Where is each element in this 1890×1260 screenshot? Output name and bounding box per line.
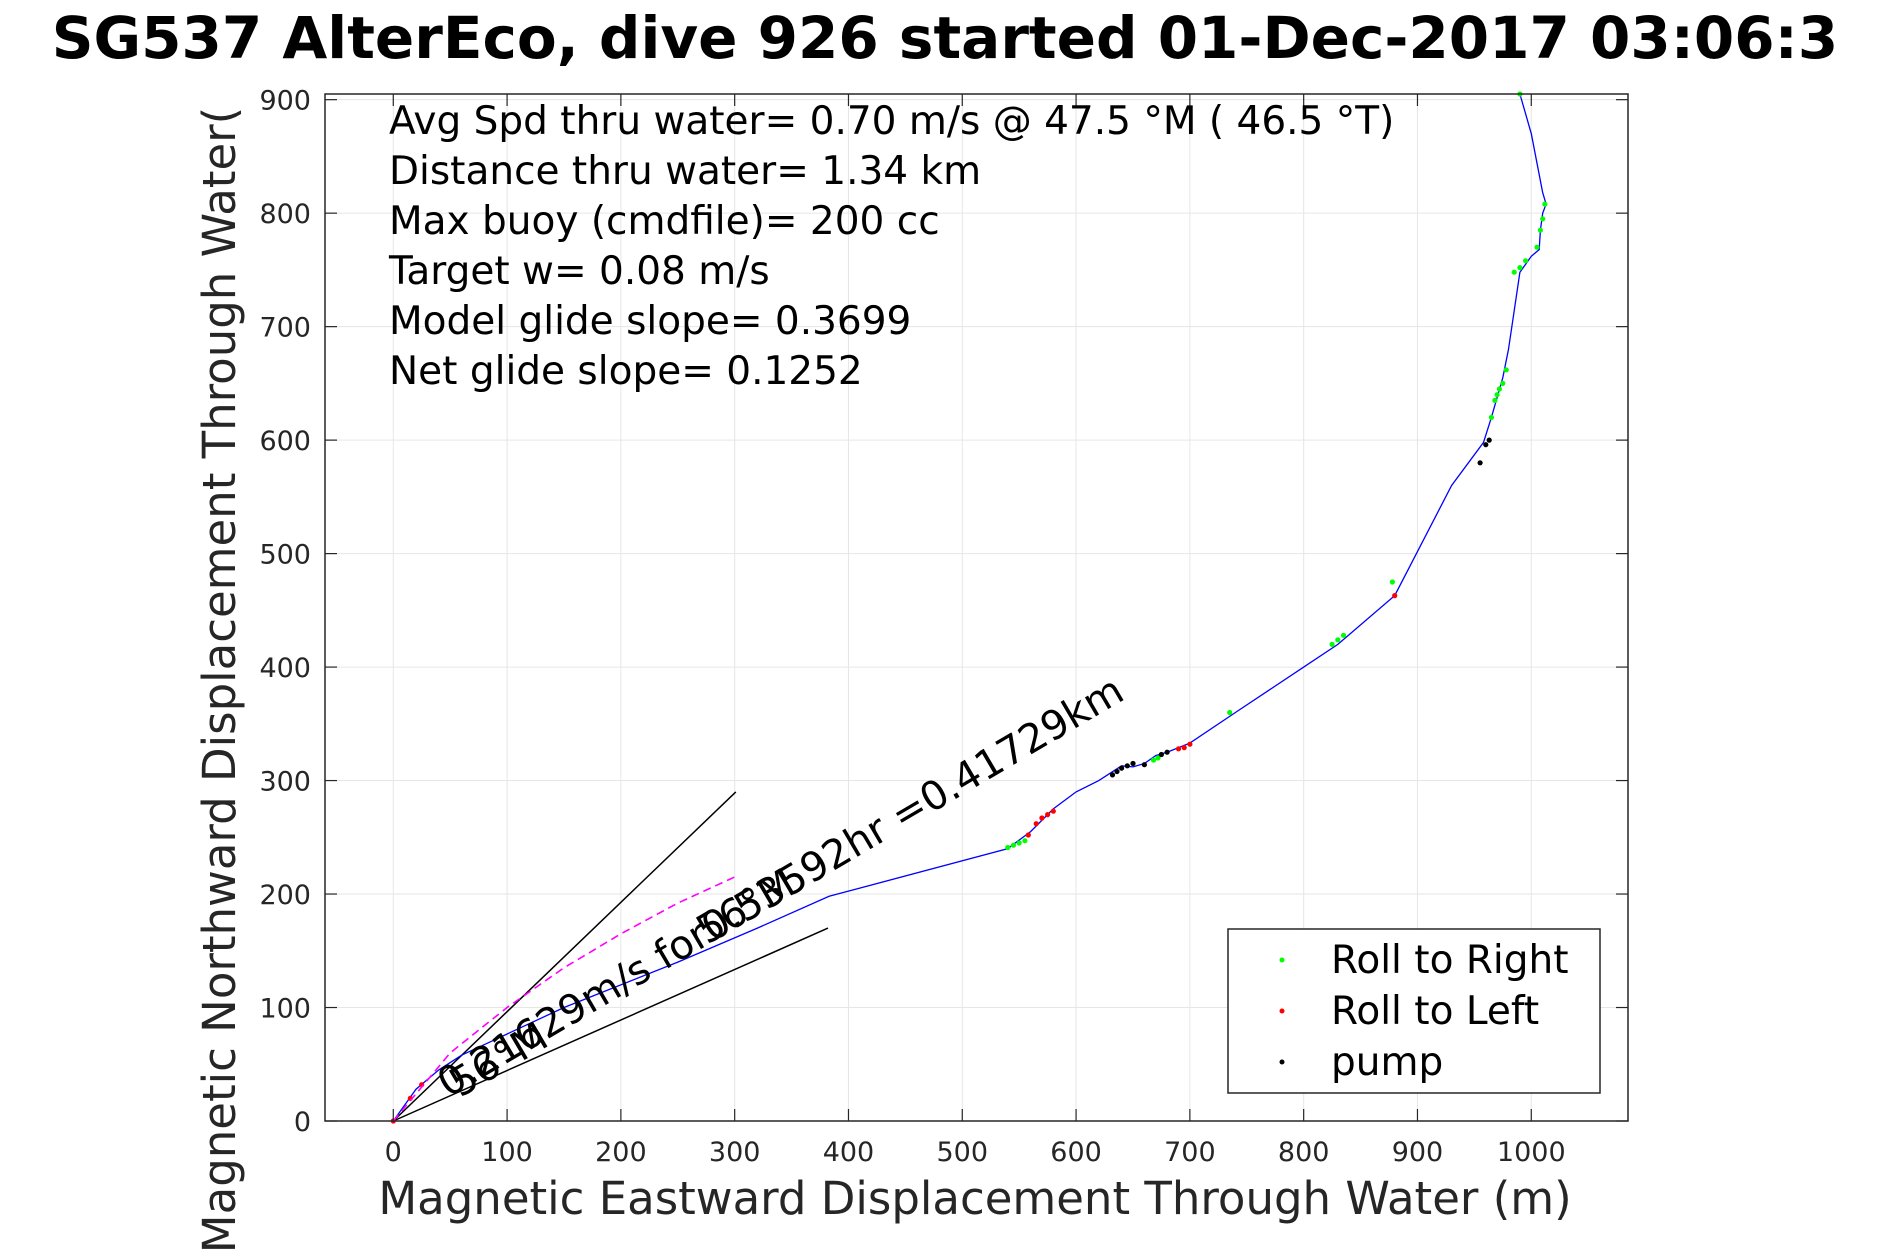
data-point <box>1488 414 1494 420</box>
data-point <box>1540 216 1546 222</box>
data-point <box>1130 760 1136 767</box>
data-point <box>1534 244 1540 250</box>
legend-label-right: Roll to Right <box>1331 938 1569 983</box>
x-tick-label: 700 <box>1164 1137 1216 1168</box>
chart-title: SG537 AlterEco, dive 926 started 01-Dec-… <box>52 4 1838 72</box>
data-point <box>1150 757 1157 763</box>
y-tick-label: 900 <box>259 86 311 117</box>
data-point <box>1010 842 1017 848</box>
x-tick-label: 900 <box>1392 1137 1444 1168</box>
data-point <box>1517 265 1523 271</box>
data-point <box>1181 745 1187 751</box>
data-point <box>1022 838 1028 844</box>
data-point <box>1523 258 1529 264</box>
data-point <box>1155 755 1161 761</box>
y-tick-label: 0 <box>294 1107 311 1138</box>
data-point <box>1483 442 1489 448</box>
info-text-block: Avg Spd thru water= 0.70 m/s @ 47.5 °M (… <box>388 99 1394 394</box>
legend-marker-pump <box>1279 1059 1285 1065</box>
y-tick-label: 100 <box>259 994 311 1025</box>
legend-box <box>1227 928 1601 1094</box>
reference-line <box>392 927 829 1122</box>
data-point <box>1329 641 1335 648</box>
data-point <box>1045 812 1051 818</box>
data-point <box>1537 227 1543 233</box>
data-point <box>1486 437 1492 443</box>
y-tick-label: 600 <box>259 426 311 457</box>
info-line: Target w= 0.08 m/s <box>388 249 770 294</box>
reference-lines <box>392 791 829 1122</box>
data-point <box>1392 593 1398 599</box>
data-point <box>1494 392 1500 398</box>
x-tick-label: 200 <box>595 1137 647 1168</box>
data-point <box>1187 741 1193 747</box>
data-point <box>1114 768 1120 775</box>
axes <box>324 93 1629 1122</box>
data-point <box>1124 763 1130 769</box>
data-point <box>1492 397 1498 403</box>
legend-marker-left <box>1279 1008 1285 1014</box>
x-tick-label: 800 <box>1278 1137 1330 1168</box>
x-tick-label: 600 <box>1050 1137 1102 1168</box>
data-point <box>1477 460 1483 466</box>
data-point <box>1503 367 1509 373</box>
data-point <box>1141 762 1147 768</box>
data-point <box>1335 637 1341 643</box>
info-line: Model glide slope= 0.3699 <box>389 299 911 344</box>
x-tick-label: 400 <box>823 1137 875 1168</box>
data-point <box>1039 815 1045 821</box>
legend-label-pump: pump <box>1331 1040 1443 1085</box>
x-tick-label: 300 <box>709 1137 761 1168</box>
data-point <box>1164 749 1170 755</box>
y-axis-label: Magnetic Northward Displacement Through … <box>193 107 246 1253</box>
data-point <box>1158 751 1164 758</box>
x-tick-label: 500 <box>937 1137 989 1168</box>
data-point <box>1050 808 1056 814</box>
info-line: Distance thru water= 1.34 km <box>389 149 981 194</box>
legend-label-left: Roll to Left <box>1331 989 1539 1034</box>
info-line: Avg Spd thru water= 0.70 m/s @ 47.5 °M (… <box>389 99 1394 144</box>
info-line: Net glide slope= 0.1252 <box>389 349 863 394</box>
data-point <box>1119 765 1125 771</box>
legend: Roll to Right Roll to Left pump <box>1227 928 1601 1094</box>
x-tick-label: 100 <box>481 1137 533 1168</box>
x-tick-label: 0 <box>385 1137 402 1168</box>
series-layer <box>390 91 1548 1124</box>
y-tick-label: 500 <box>259 540 311 571</box>
y-tick-label: 300 <box>259 767 311 798</box>
data-point <box>1500 380 1506 386</box>
data-point <box>1511 269 1517 275</box>
data-point <box>1542 201 1548 207</box>
y-tick-label: 700 <box>259 313 311 344</box>
tick-labels: 0 100 200 300 400 500 600 700 800 900 1000 0 100 200 3… <box>259 86 1565 1168</box>
x-axis-label: Magnetic Eastward Displacement Through W… <box>378 1172 1571 1225</box>
data-point <box>1016 840 1022 846</box>
data-point <box>1227 709 1233 716</box>
reference-line <box>392 791 737 1122</box>
legend-marker-right <box>1279 957 1285 963</box>
plot-frame <box>324 93 1629 1122</box>
y-tick-label: 200 <box>259 880 311 911</box>
data-point <box>1025 832 1031 838</box>
data-point <box>1496 386 1502 392</box>
y-tick-label: 400 <box>259 653 311 684</box>
data-point <box>1033 821 1039 827</box>
info-line: Max buoy (cmdfile)= 200 cc <box>389 199 940 244</box>
data-point <box>1340 632 1347 638</box>
data-point <box>1109 772 1116 778</box>
data-point <box>1175 746 1182 752</box>
data-point <box>1389 579 1395 585</box>
y-tick-label: 800 <box>259 199 311 230</box>
data-point <box>1005 844 1011 851</box>
x-tick-label: 1000 <box>1497 1137 1566 1168</box>
